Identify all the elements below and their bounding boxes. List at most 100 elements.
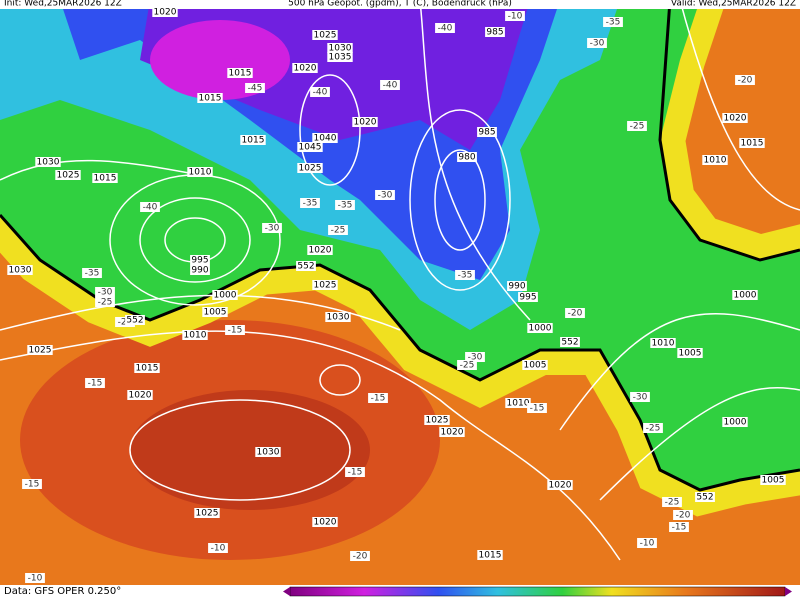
isobar-label-box: [152, 7, 178, 17]
isobar-label: 1030: [37, 158, 60, 168]
isobar-label-box: [7, 265, 33, 275]
temperature-label-box: [22, 479, 42, 489]
isobar-label: 1020: [354, 118, 377, 128]
temperature-label: -25: [98, 298, 113, 308]
temperature-label: -30: [633, 393, 648, 403]
temperature-label: -25: [331, 226, 346, 236]
isobar-label-box: [307, 245, 333, 255]
isobar-label-box: [760, 475, 786, 485]
isobar-label: 1025: [299, 164, 322, 174]
temperature-label: -35: [85, 269, 100, 279]
temperature-label-box: [82, 268, 102, 278]
isobar-label-box: [134, 363, 160, 373]
isobar-label-box: [424, 415, 450, 425]
isobar-label-box: [212, 290, 238, 300]
temperature-label-box: [662, 497, 682, 507]
isobar-label: 1035: [329, 53, 352, 63]
isobar-label: 1030: [9, 266, 32, 276]
isobar-label-box: [650, 338, 676, 348]
temperature-label-box: [95, 287, 115, 297]
temperature-label: -25: [646, 424, 661, 434]
temperature-label: -30: [265, 224, 280, 234]
isobar-label: 1015: [242, 136, 265, 146]
isobar-label-box: [477, 550, 503, 560]
isobar-label-box: [187, 167, 213, 177]
isobar-label-box: [55, 170, 81, 180]
temperature-label-box: [300, 198, 320, 208]
temperature-label: -40: [383, 81, 398, 91]
isobar-label-box: [35, 157, 61, 167]
temperature-label-box: [637, 538, 657, 548]
isobar-label-box: [527, 323, 553, 333]
isobar-label: 1020: [314, 518, 337, 528]
isobar-label-box: [27, 345, 53, 355]
isobar-label-box: [312, 133, 338, 143]
header-title: 500 hPa Geopot. (gpdm), T (C), Bodendruc…: [288, 0, 512, 9]
temperature-label-box: [435, 23, 455, 33]
isobar-label: 1000: [734, 291, 757, 301]
temperature-label: -15: [371, 394, 386, 404]
isobar-label-box: [507, 281, 527, 291]
temperature-label: -20: [353, 552, 368, 562]
isobar-label-box: [722, 113, 748, 123]
temperature-label-box: [345, 467, 365, 477]
temperature-label-box: [669, 522, 689, 532]
temperature-label-box: [85, 378, 105, 388]
temperature-label: -30: [378, 191, 393, 201]
isobar-label: 1030: [327, 313, 350, 323]
temperature-label: -10: [640, 539, 655, 549]
temperature-label: -30: [468, 353, 483, 363]
isobar-label: 1020: [154, 8, 177, 18]
isobar-label: 980: [458, 153, 475, 163]
isobar-label-box: [297, 163, 323, 173]
height-label-box: [125, 315, 145, 325]
isobar-label-box: [240, 135, 266, 145]
isobar-label: 1040: [314, 134, 337, 144]
isobar-label-box: [722, 417, 748, 427]
temperature-label: -25: [630, 122, 645, 132]
isobar-label: 995: [191, 256, 208, 266]
height-label: 552: [561, 338, 578, 348]
temperature-label: -10: [211, 544, 226, 554]
isobar-label-box: [439, 427, 465, 437]
isobar-label: 1015: [741, 139, 764, 149]
isobar-label: 1010: [507, 399, 530, 409]
isobar-label-box: [127, 390, 153, 400]
isobar-label: 1020: [309, 246, 332, 256]
header-valid: Valid: Wed,25MAR2026 12Z: [671, 0, 796, 9]
isobar-label-box: [202, 307, 228, 317]
temperature-label-box: [328, 225, 348, 235]
temperature-label-box: [350, 551, 370, 561]
temperature-label-box: [643, 423, 663, 433]
isobar-label: 1030: [257, 448, 280, 458]
isobar-label: 1015: [136, 364, 159, 374]
isobar-label-box: [327, 43, 353, 53]
isobar-label-box: [297, 142, 323, 152]
isobar-label: 1005: [204, 308, 227, 318]
temperature-label: -20: [676, 511, 691, 521]
isobar-label: 1020: [549, 481, 572, 491]
isobar-label: 1005: [524, 361, 547, 371]
temperature-label-box: [673, 510, 693, 520]
isobar-label-box: [325, 312, 351, 322]
temperature-label-box: [630, 392, 650, 402]
temperature-label: -10: [28, 574, 43, 584]
isobar-label: 1000: [724, 418, 747, 428]
temperature-label-box: [225, 325, 245, 335]
temperature-label: -40: [438, 24, 453, 34]
isobar-label-box: [702, 155, 728, 165]
isobar-label: 1025: [314, 281, 337, 291]
isobar-label: 1020: [724, 114, 747, 124]
temperature-label: -30: [590, 39, 605, 49]
temperature-label-box: [455, 270, 475, 280]
isobar-label-box: [547, 480, 573, 490]
isobar-label-box: [522, 360, 548, 370]
height-label-box: [296, 261, 316, 271]
temperature-label: -40: [143, 203, 158, 213]
isobar-label-box: [352, 117, 378, 127]
isobar-label: 1010: [652, 339, 675, 349]
temperature-label-box: [505, 11, 525, 21]
temperature-label-box: [245, 83, 265, 93]
height-label-box: [560, 337, 580, 347]
isobar-label-box: [312, 280, 338, 290]
